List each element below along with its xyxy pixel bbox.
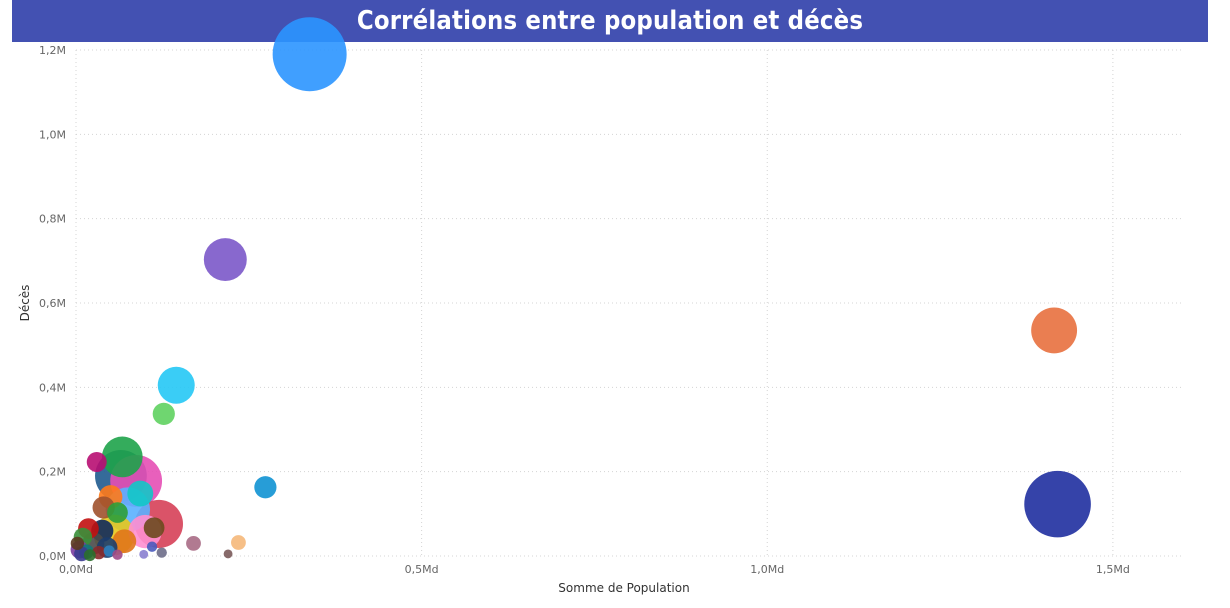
data-point-9[interactable] [101, 436, 143, 478]
x-axis-label: Somme de Population [558, 581, 689, 595]
data-point-1[interactable] [203, 238, 247, 282]
y-tick-label-1: 0,2M [39, 466, 66, 479]
x-tick-label-3: 1,5Md [1096, 563, 1130, 576]
data-point-35[interactable] [139, 549, 149, 559]
data-point-10[interactable] [86, 451, 107, 472]
y-axis-ticks: 0,0M 0,2M 0,4M 0,6M 0,8M 1,0M 1,2M [39, 44, 66, 563]
data-point-4[interactable] [157, 366, 195, 404]
x-tick-label-1: 0,5Md [405, 563, 439, 576]
data-point-17[interactable] [143, 517, 165, 539]
data-point-30[interactable] [186, 535, 201, 551]
y-tick-label-6: 1,2M [39, 44, 66, 57]
x-tick-label-2: 1,0Md [750, 563, 784, 576]
data-point-0[interactable] [272, 17, 347, 92]
data-point-39[interactable] [103, 545, 115, 557]
data-points [70, 17, 1091, 562]
data-point-3[interactable] [1024, 470, 1091, 538]
y-tick-label-0: 0,0M [39, 550, 66, 563]
data-point-37[interactable] [70, 536, 85, 551]
data-point-36[interactable] [83, 549, 96, 562]
data-point-31[interactable] [231, 535, 246, 550]
data-point-32[interactable] [223, 549, 233, 559]
data-point-6[interactable] [254, 476, 277, 499]
data-point-22[interactable] [112, 529, 137, 554]
y-tick-label-5: 1,0M [39, 128, 66, 141]
y-tick-label-2: 0,4M [39, 381, 66, 394]
grid-lines [75, 49, 1182, 557]
chart-title: Corrélations entre population et décès [356, 6, 864, 36]
data-point-16[interactable] [107, 502, 128, 523]
data-point-2[interactable] [1031, 307, 1078, 354]
y-tick-label-4: 0,8M [39, 213, 66, 226]
data-point-5[interactable] [152, 402, 175, 425]
data-point-38[interactable] [112, 549, 123, 560]
x-axis-ticks: 0,0Md 0,5Md 1,0Md 1,5Md [59, 563, 1130, 576]
title-bar: Corrélations entre population et décès [12, 0, 1208, 42]
y-axis-label: Décès [18, 285, 32, 322]
y-tick-label-3: 0,6M [39, 297, 66, 310]
x-tick-label-0: 0,0Md [59, 563, 93, 576]
data-point-34[interactable] [146, 541, 158, 552]
data-point-33[interactable] [156, 547, 167, 558]
data-point-11[interactable] [127, 480, 154, 507]
